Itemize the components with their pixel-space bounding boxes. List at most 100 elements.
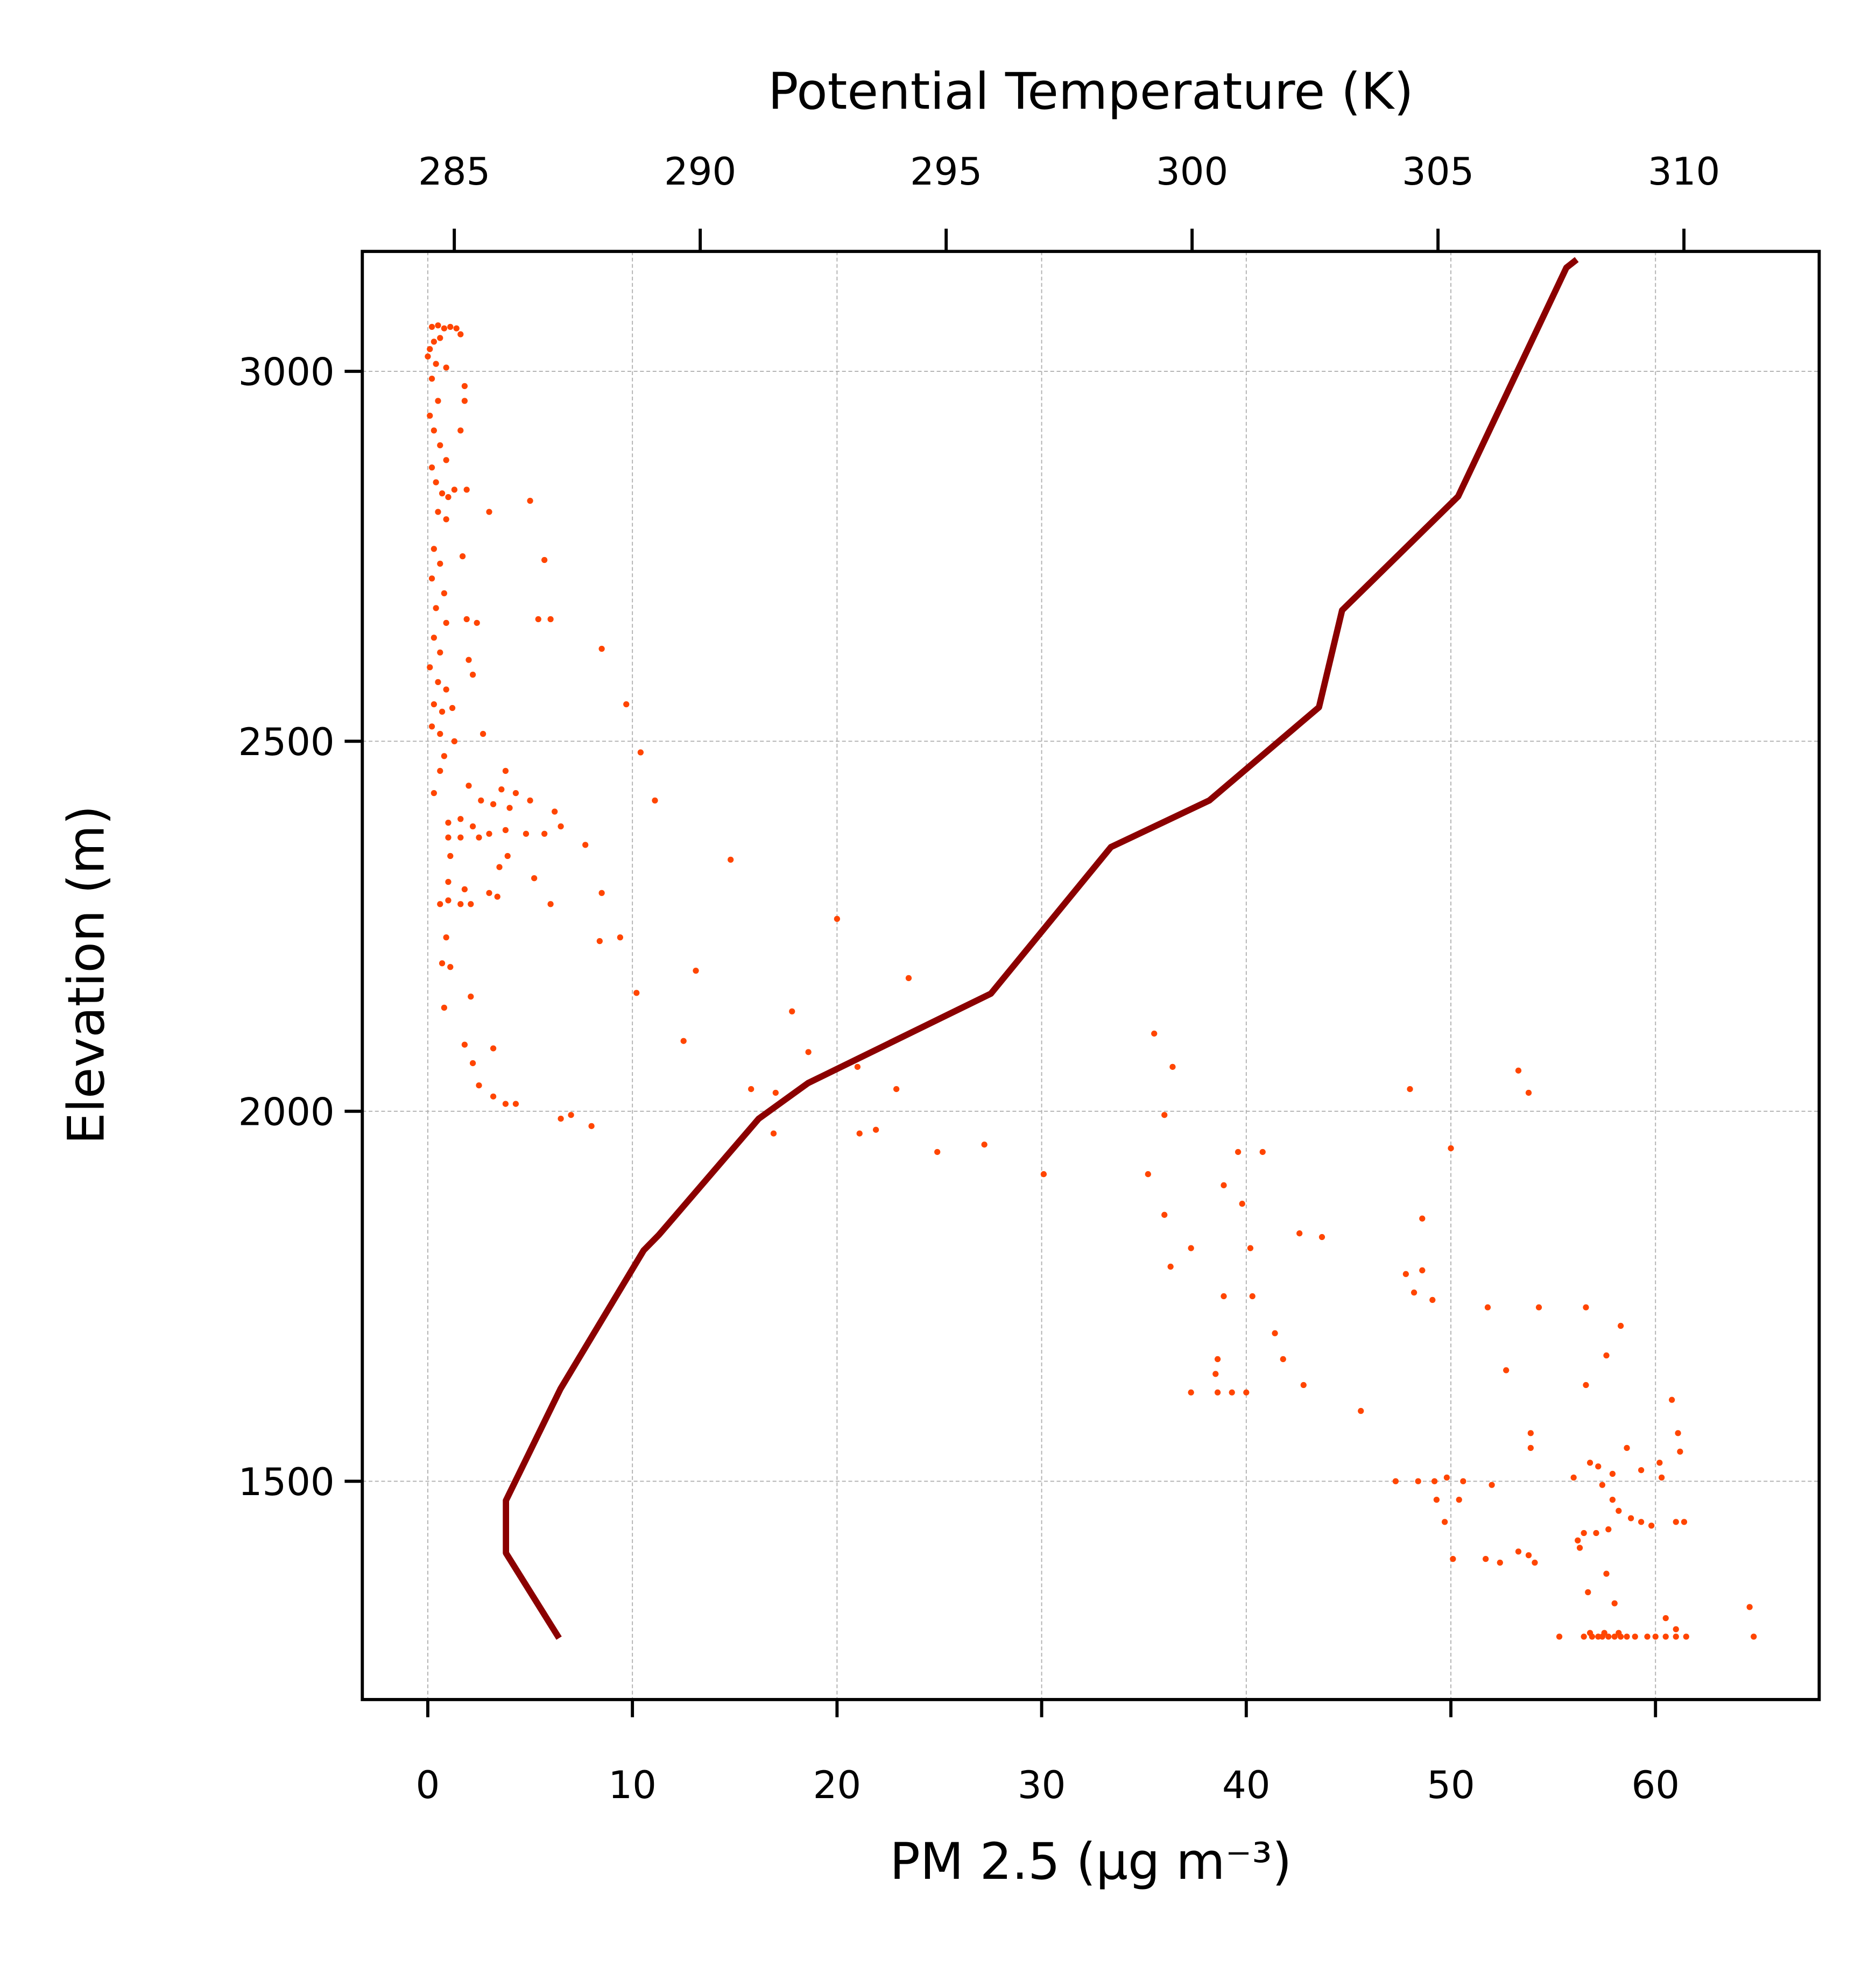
x-tick-label: 30 (1018, 1763, 1066, 1807)
scatter-point (431, 546, 437, 552)
scatter-point (451, 738, 458, 744)
scatter-point (428, 575, 435, 582)
scatter-point (461, 383, 468, 390)
scatter-point (437, 901, 443, 907)
scatter-point (437, 649, 443, 656)
scatter-point (1575, 1537, 1581, 1544)
scatter-point (494, 893, 500, 900)
scatter-point (1638, 1519, 1645, 1525)
scatter-point (805, 1049, 812, 1055)
scatter-point (637, 749, 644, 756)
scatter-point (552, 808, 558, 815)
scatter-point (479, 730, 486, 737)
scatter-point (447, 852, 454, 859)
y-axis-label: Elevation (m) (57, 805, 116, 1144)
scatter-point (1484, 1304, 1491, 1310)
scatter-point (1229, 1389, 1235, 1396)
scatter-point (443, 457, 449, 463)
scatter-point (1214, 1356, 1221, 1363)
scatter-point (466, 783, 472, 789)
scatter-point (1419, 1215, 1426, 1222)
scatter-point (443, 934, 449, 941)
scatter-point (535, 616, 541, 623)
scatter-point (443, 686, 449, 693)
scatter-point (498, 786, 505, 793)
scatter-point (1296, 1230, 1303, 1237)
scatter-point (433, 605, 439, 611)
scatter-point (1167, 1263, 1174, 1270)
scatter-point (1581, 1633, 1587, 1640)
scatter-point (431, 790, 437, 797)
scatter-point (1595, 1463, 1602, 1470)
scatter-point (598, 890, 605, 896)
scatter-point (445, 834, 452, 841)
scatter-point (1628, 1515, 1634, 1521)
scatter-point (437, 335, 443, 341)
scatter-point (1415, 1478, 1421, 1484)
scatter-point (1410, 1290, 1417, 1296)
scatter-point (461, 1041, 468, 1048)
scatter-point (1751, 1633, 1757, 1640)
scatter-point (1611, 1600, 1618, 1606)
scatter-point (441, 1004, 447, 1011)
scatter-point (1525, 1552, 1532, 1559)
scatter-point (905, 975, 912, 981)
scatter-point (439, 490, 446, 497)
x2-tick-label: 285 (418, 150, 490, 194)
scatter-point (1570, 1474, 1577, 1481)
x2-tick-label: 305 (1402, 150, 1474, 194)
scatter-point (461, 886, 468, 892)
scatter-point (547, 616, 554, 623)
scatter-point (1585, 1589, 1591, 1596)
plot-frame (361, 250, 1821, 1701)
scatter-point (728, 856, 734, 863)
scatter-point (1616, 1507, 1622, 1514)
x-tick-label: 50 (1427, 1763, 1475, 1807)
scatter-point (443, 516, 449, 523)
scatter-point (1151, 1030, 1158, 1037)
scatter-point (693, 967, 699, 974)
scatter-point (1656, 1460, 1663, 1466)
scatter-point (1527, 1445, 1534, 1451)
scatter-point (1243, 1389, 1250, 1396)
scatter-point (1247, 1245, 1254, 1251)
scatter-point (541, 556, 548, 563)
scatter-point (1221, 1293, 1227, 1300)
scatter-point (428, 464, 435, 471)
scatter-point (1300, 1382, 1307, 1389)
scatter-point (447, 964, 454, 970)
scatter-point (1746, 1604, 1753, 1610)
x2-tick-label: 295 (910, 150, 982, 194)
scatter-point (1583, 1304, 1589, 1310)
scatter-point (1515, 1548, 1522, 1555)
scatter-point (523, 830, 530, 837)
x-tick-label: 20 (813, 1763, 862, 1807)
scatter-point (633, 990, 640, 996)
scatter-point (1599, 1482, 1606, 1488)
scatter-point (1603, 1570, 1610, 1577)
scatter-point (425, 353, 431, 360)
scatter-point (652, 797, 658, 804)
scatter-point (1212, 1371, 1219, 1377)
scatter-point (1442, 1519, 1448, 1525)
scatter-point (1624, 1633, 1630, 1640)
y-tick-label: 1500 (238, 1460, 335, 1504)
scatter-point (1450, 1556, 1456, 1562)
scatter-point (1460, 1478, 1466, 1484)
scatter-point (1624, 1445, 1630, 1451)
scatter-point (451, 487, 458, 493)
scatter-point (457, 834, 464, 841)
scatter-point (1527, 1430, 1534, 1436)
scatter-point (447, 323, 454, 330)
scatter-point (457, 427, 464, 434)
scatter-point (433, 479, 439, 485)
scatter-point (1532, 1559, 1538, 1566)
scatter-point (872, 1126, 879, 1133)
scatter-point (1503, 1367, 1510, 1373)
scatter-point (789, 1008, 795, 1014)
scatter-point (1249, 1293, 1256, 1300)
scatter-point (934, 1148, 941, 1155)
scatter-point (893, 1086, 900, 1093)
scatter-point (437, 442, 443, 449)
scatter-point (1644, 1633, 1651, 1640)
